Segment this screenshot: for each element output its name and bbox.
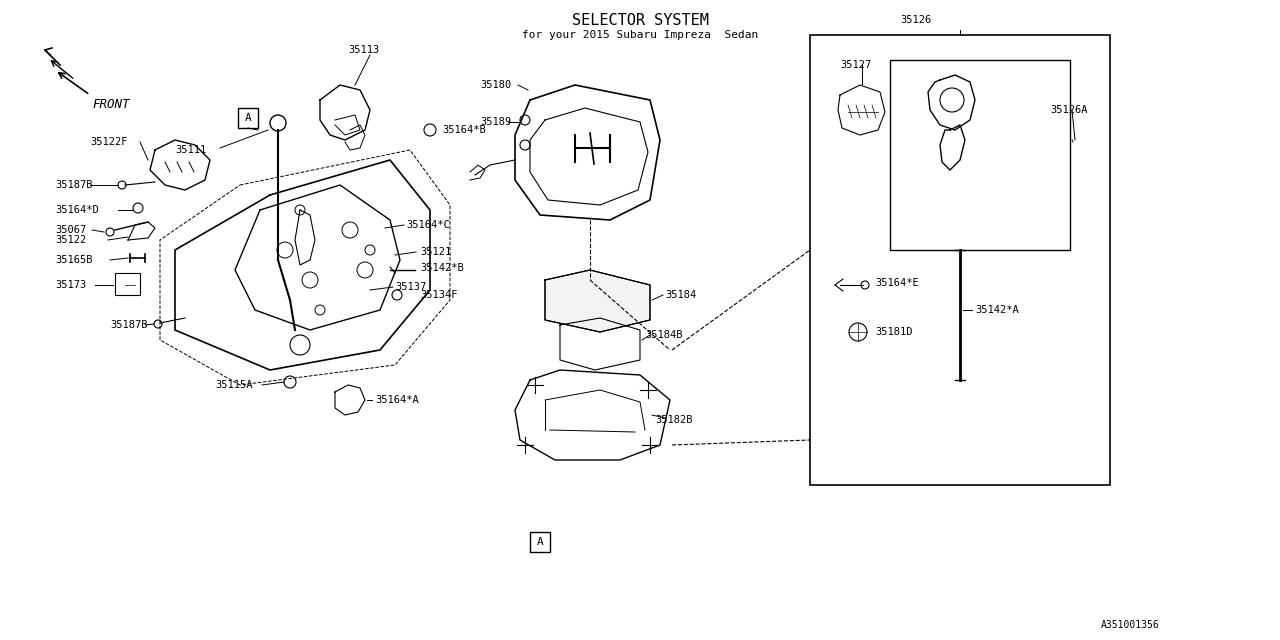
Text: 35127: 35127 [840,60,872,70]
Circle shape [424,124,436,136]
Text: 35126A: 35126A [1050,105,1088,115]
Circle shape [291,335,310,355]
Circle shape [284,376,296,388]
Text: 35180: 35180 [480,80,511,90]
Text: 35184: 35184 [666,290,696,300]
Text: 35121: 35121 [420,247,452,257]
Text: 35187B: 35187B [110,320,147,330]
Bar [890,60,1070,250]
Circle shape [861,281,869,289]
Circle shape [154,320,163,328]
Text: 35164*B: 35164*B [442,125,485,135]
Text: 35164*E: 35164*E [876,278,919,288]
Text: 35122: 35122 [55,235,86,245]
Circle shape [520,115,530,125]
Bar [530,532,550,552]
Circle shape [365,245,375,255]
Circle shape [106,228,114,236]
Text: 35189: 35189 [480,117,511,127]
Circle shape [315,305,325,315]
Polygon shape [545,270,650,332]
Circle shape [276,242,293,258]
Text: FRONT: FRONT [92,98,129,111]
Text: A351001356: A351001356 [1101,620,1160,630]
Text: 35173: 35173 [55,280,86,290]
Bar [238,108,259,128]
Text: 35164*D: 35164*D [55,205,99,215]
Text: 35181D: 35181D [876,327,913,337]
Circle shape [940,88,964,112]
Text: 35067: 35067 [55,225,86,235]
Text: 35184B: 35184B [645,330,682,340]
Text: SELECTOR SYSTEM: SELECTOR SYSTEM [572,13,708,28]
Text: 35111: 35111 [175,145,206,155]
Circle shape [520,140,530,150]
Text: 35134F: 35134F [420,290,457,300]
Text: 35187B: 35187B [55,180,92,190]
Text: 35182B: 35182B [655,415,692,425]
Circle shape [392,290,402,300]
Circle shape [849,323,867,341]
Text: 35113: 35113 [348,45,379,55]
Text: A: A [536,537,544,547]
Bar [115,273,140,295]
Text: 35165B: 35165B [55,255,92,265]
Text: 35115A: 35115A [215,380,252,390]
Circle shape [294,205,305,215]
Bar [810,35,1110,485]
Text: 35164*C: 35164*C [406,220,449,230]
Text: 35126: 35126 [900,15,932,25]
Text: A: A [244,113,251,123]
Circle shape [133,203,143,213]
Text: 35164*A: 35164*A [375,395,419,405]
Text: 35122F: 35122F [90,137,128,147]
Text: 35137: 35137 [396,282,426,292]
Circle shape [118,181,125,189]
Circle shape [357,262,372,278]
Circle shape [302,272,317,288]
Text: for your 2015 Subaru Impreza  Sedan: for your 2015 Subaru Impreza Sedan [522,30,758,40]
Text: 35142*B: 35142*B [420,263,463,273]
Circle shape [270,115,285,131]
Text: 35142*A: 35142*A [975,305,1019,315]
Circle shape [342,222,358,238]
